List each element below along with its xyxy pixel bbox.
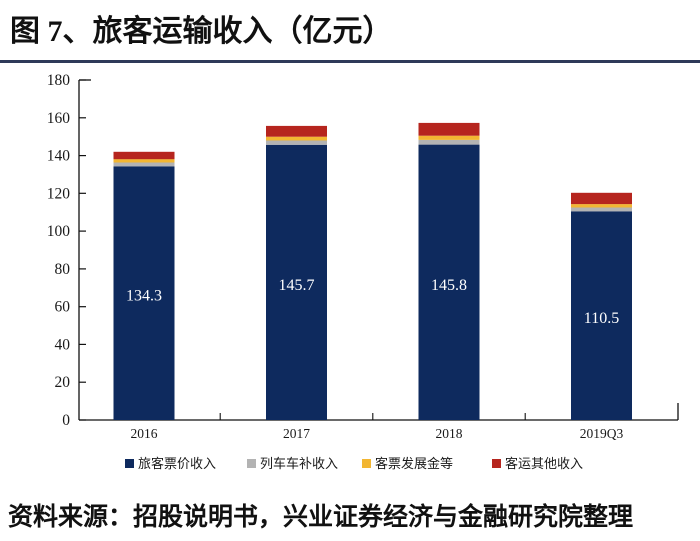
svg-text:120: 120: [47, 185, 71, 202]
svg-text:134.3: 134.3: [126, 288, 162, 305]
svg-text:2016: 2016: [131, 426, 158, 441]
svg-text:2018: 2018: [436, 426, 463, 441]
svg-text:145.7: 145.7: [279, 277, 315, 294]
svg-text:145.8: 145.8: [431, 277, 467, 294]
svg-text:2019Q3: 2019Q3: [580, 426, 624, 441]
svg-text:160: 160: [47, 110, 71, 127]
svg-text:100: 100: [47, 223, 71, 240]
svg-text:20: 20: [55, 374, 71, 391]
svg-text:客票发展金等: 客票发展金等: [375, 456, 453, 471]
svg-text:60: 60: [55, 299, 71, 316]
svg-text:80: 80: [55, 261, 71, 278]
svg-text:0: 0: [62, 412, 70, 429]
svg-text:2017: 2017: [283, 426, 310, 441]
svg-text:180: 180: [47, 72, 71, 89]
svg-text:40: 40: [55, 336, 71, 353]
svg-text:客运其他收入: 客运其他收入: [505, 456, 583, 471]
svg-text:140: 140: [47, 148, 71, 165]
svg-text:110.5: 110.5: [584, 310, 619, 327]
svg-text:旅客票价收入: 旅客票价收入: [138, 456, 216, 471]
svg-text:列车车补收入: 列车车补收入: [260, 456, 338, 471]
